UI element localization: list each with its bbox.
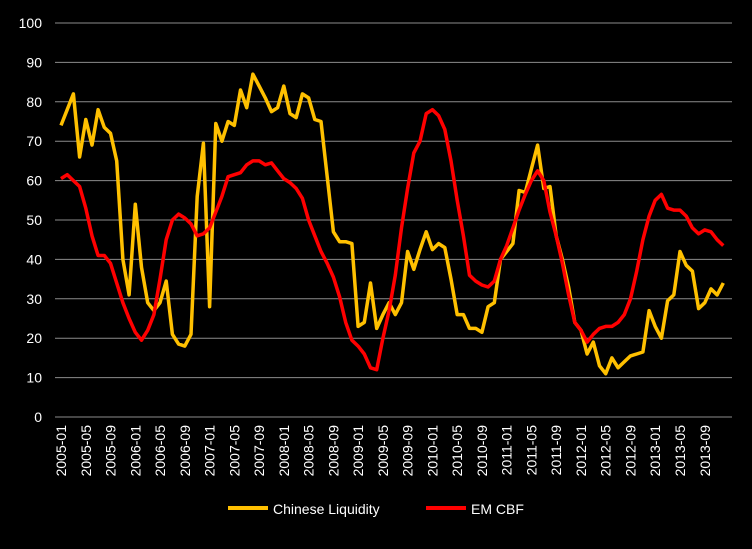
x-tick-label: 2007-05: [226, 425, 242, 477]
x-tick-label: 2013-09: [697, 425, 713, 477]
y-tick-label: 0: [34, 409, 42, 425]
x-tick-label: 2012-05: [598, 425, 614, 477]
x-tick-label: 2010-01: [424, 425, 440, 477]
y-tick-label: 50: [26, 212, 42, 228]
y-axis-tick-labels: 0 10 20 30 40 50 60 70 80 90 100: [19, 15, 43, 425]
x-tick-label: 2011-09: [548, 425, 564, 476]
x-tick-label: 2007-09: [251, 425, 267, 477]
x-tick-label: 2006-09: [177, 425, 193, 477]
x-tick-label: 2005-09: [103, 425, 119, 477]
legend: Chinese Liquidity EM CBF: [228, 501, 524, 517]
y-tick-label: 20: [26, 330, 42, 346]
x-tick-label: 2005-01: [53, 425, 69, 477]
x-tick-label: 2008-05: [301, 425, 317, 477]
y-tick-label: 70: [26, 133, 42, 149]
x-tick-label: 2006-05: [152, 425, 168, 477]
y-tick-label: 10: [26, 370, 42, 386]
y-tick-label: 60: [26, 173, 42, 189]
x-tick-label: 2007-01: [202, 425, 218, 477]
legend-label-chinese-liquidity: Chinese Liquidity: [273, 501, 380, 517]
x-tick-label: 2012-01: [573, 425, 589, 477]
gridlines: [55, 22, 732, 418]
x-tick-label: 2010-09: [474, 425, 490, 477]
y-tick-label: 80: [26, 94, 42, 110]
y-tick-label: 40: [26, 251, 42, 267]
x-tick-label: 2010-05: [449, 425, 465, 477]
x-tick-label: 2013-05: [672, 425, 688, 477]
x-tick-label: 2008-01: [276, 425, 292, 477]
series-line-em-cbf: [60, 107, 725, 372]
x-tick-label: 2009-09: [400, 425, 416, 477]
x-axis-tick-labels: 2005-01 2005-05 2005-09 2006-01 2006-05 2006-…: [53, 425, 713, 477]
x-tick-label: 2009-05: [375, 425, 391, 477]
y-tick-label: 90: [26, 54, 42, 70]
x-tick-label: 2012-09: [622, 425, 638, 477]
y-tick-label: 30: [26, 291, 42, 307]
x-tick-label: 2011-05: [523, 425, 539, 476]
x-tick-label: 2005-05: [78, 425, 94, 477]
series-lines: [59, 72, 725, 376]
x-tick-label: 2008-09: [325, 425, 341, 477]
x-tick-label: 2011-01: [499, 425, 515, 476]
x-tick-label: 2006-01: [127, 425, 143, 477]
series-line-chinese-liquidity: [59, 72, 725, 376]
y-tick-label: 100: [19, 15, 43, 31]
legend-label-em-cbf: EM CBF: [471, 501, 524, 517]
x-tick-label: 2009-01: [350, 425, 366, 477]
x-tick-label: 2013-01: [647, 425, 663, 477]
